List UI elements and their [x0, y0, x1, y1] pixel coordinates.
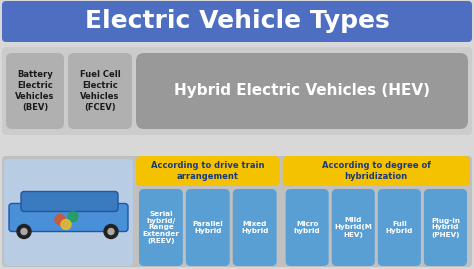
Text: According to degree of
hybridization: According to degree of hybridization — [322, 161, 431, 181]
FancyBboxPatch shape — [233, 189, 277, 266]
FancyBboxPatch shape — [136, 156, 280, 186]
FancyBboxPatch shape — [9, 204, 128, 232]
Circle shape — [55, 214, 65, 225]
Text: Parallel
Hybrid: Parallel Hybrid — [192, 221, 223, 234]
FancyBboxPatch shape — [136, 53, 468, 129]
Text: According to drive train
arrangement: According to drive train arrangement — [151, 161, 264, 181]
FancyBboxPatch shape — [332, 189, 375, 266]
FancyBboxPatch shape — [283, 156, 470, 186]
FancyBboxPatch shape — [378, 189, 421, 266]
Text: Mild
Hybrid(M
HEV): Mild Hybrid(M HEV) — [334, 218, 372, 238]
Text: Serial
hybrid/
Range
Extender
(REEV): Serial hybrid/ Range Extender (REEV) — [143, 211, 179, 245]
Text: Battery
Electric
Vehicles
(BEV): Battery Electric Vehicles (BEV) — [15, 70, 55, 112]
Text: Micro
hybrid: Micro hybrid — [294, 221, 320, 234]
Circle shape — [68, 211, 78, 221]
Circle shape — [108, 228, 114, 235]
Text: Full
Hybrid: Full Hybrid — [386, 221, 413, 234]
Circle shape — [61, 220, 71, 229]
Circle shape — [17, 225, 31, 239]
FancyBboxPatch shape — [139, 189, 183, 266]
FancyBboxPatch shape — [2, 1, 472, 42]
FancyBboxPatch shape — [21, 192, 118, 211]
Text: Plug-in
Hybrid
(PHEV): Plug-in Hybrid (PHEV) — [431, 218, 460, 238]
FancyBboxPatch shape — [286, 189, 328, 266]
Circle shape — [104, 225, 118, 239]
Text: Mixed
Hybrid: Mixed Hybrid — [241, 221, 268, 234]
FancyBboxPatch shape — [2, 47, 472, 135]
FancyBboxPatch shape — [2, 156, 472, 267]
FancyBboxPatch shape — [186, 189, 230, 266]
FancyBboxPatch shape — [4, 159, 133, 266]
Text: Hybrid Electric Vehicles (HEV): Hybrid Electric Vehicles (HEV) — [174, 83, 430, 98]
FancyBboxPatch shape — [424, 189, 467, 266]
Circle shape — [21, 228, 27, 235]
Text: Electric Vehicle Types: Electric Vehicle Types — [85, 9, 389, 33]
FancyBboxPatch shape — [68, 53, 132, 129]
Text: Fuel Cell
Electric
Vehicles
(FCEV): Fuel Cell Electric Vehicles (FCEV) — [80, 70, 120, 112]
FancyBboxPatch shape — [6, 53, 64, 129]
